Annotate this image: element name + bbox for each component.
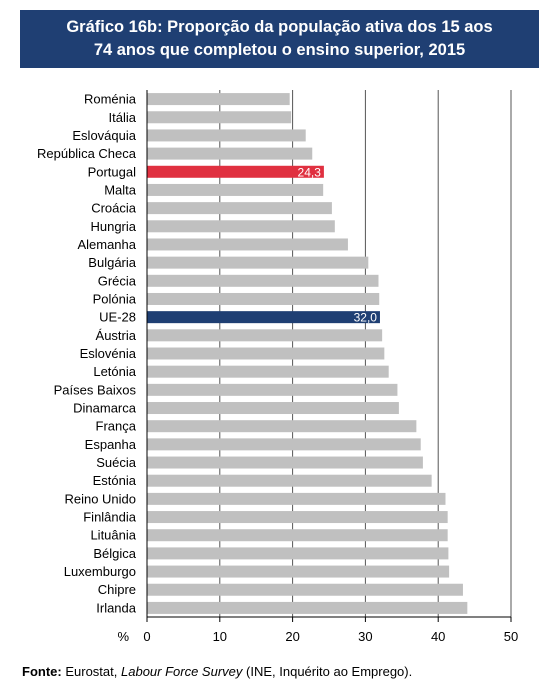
x-tick-label-30: 30 bbox=[358, 629, 372, 644]
category-label-3: República Checa bbox=[37, 146, 137, 161]
bar-28 bbox=[147, 601, 468, 614]
x-tick-label-20: 20 bbox=[285, 629, 299, 644]
category-label-24: Lituânia bbox=[90, 528, 136, 543]
category-label-26: Luxemburgo bbox=[64, 564, 136, 579]
chart-title-line-1: Gráfico 16b: Proporção da população ativ… bbox=[66, 18, 493, 36]
bar-3 bbox=[147, 147, 313, 160]
category-label-1: Itália bbox=[109, 110, 137, 125]
bar-20 bbox=[147, 456, 423, 469]
category-label-18: França bbox=[96, 419, 137, 434]
source-pre: Eurostat, bbox=[65, 664, 118, 679]
category-label-8: Alemanha bbox=[77, 237, 136, 252]
category-label-6: Croácia bbox=[91, 201, 137, 216]
category-label-10: Grécia bbox=[98, 273, 137, 288]
category-label-12: UE-28 bbox=[99, 310, 136, 325]
bar-10 bbox=[147, 274, 379, 287]
category-label-22: Reino Unido bbox=[64, 491, 136, 506]
bar-15 bbox=[147, 365, 389, 378]
category-label-13: Áustria bbox=[96, 328, 137, 343]
bar-9 bbox=[147, 256, 369, 269]
category-label-19: Espanha bbox=[85, 437, 137, 452]
bar-6 bbox=[147, 202, 332, 215]
x-tick-label-50: 50 bbox=[504, 629, 518, 644]
x-tick-label-0: 0 bbox=[143, 629, 150, 644]
category-label-11: Polónia bbox=[93, 291, 137, 306]
category-label-28: Irlanda bbox=[96, 600, 137, 615]
category-label-9: Bulgária bbox=[88, 255, 136, 270]
category-label-17: Dinamarca bbox=[73, 401, 137, 416]
unit-label: % bbox=[117, 629, 129, 644]
category-label-20: Suécia bbox=[96, 455, 137, 470]
bar-8 bbox=[147, 238, 348, 251]
bar-1 bbox=[147, 111, 292, 124]
category-label-15: Letónia bbox=[93, 364, 136, 379]
bar-27 bbox=[147, 583, 463, 596]
source-post: (INE, Inquérito ao Emprego). bbox=[246, 664, 413, 679]
category-label-7: Hungria bbox=[90, 219, 136, 234]
source-note: Fonte: Eurostat, Labour Force Survey (IN… bbox=[22, 664, 412, 679]
bar-18 bbox=[147, 420, 417, 433]
source-italic: Labour Force Survey bbox=[121, 664, 243, 679]
chart-title-box: Gráfico 16b: Proporção da população ativ… bbox=[20, 10, 539, 68]
bar-21 bbox=[147, 474, 432, 487]
category-label-2: Eslováquia bbox=[72, 128, 136, 143]
bar-25 bbox=[147, 547, 449, 560]
bar-19 bbox=[147, 438, 421, 451]
chart-title-line-2: 74 anos que completou o ensino superior,… bbox=[93, 41, 466, 59]
bar-24 bbox=[147, 529, 448, 542]
bar-14 bbox=[147, 347, 385, 360]
category-label-14: Eslovénia bbox=[80, 346, 137, 361]
bar-2 bbox=[147, 129, 306, 142]
category-label-27: Chipre bbox=[98, 582, 136, 597]
category-label-21: Estónia bbox=[93, 473, 137, 488]
source-label: Fonte: bbox=[22, 664, 62, 679]
bar-7 bbox=[147, 220, 335, 233]
bar-11 bbox=[147, 292, 380, 305]
category-label-0: Roménia bbox=[84, 92, 137, 107]
data-label-4: 24,3 bbox=[298, 165, 322, 179]
x-tick-label-10: 10 bbox=[213, 629, 227, 644]
category-label-23: Finlândia bbox=[83, 510, 137, 525]
bar-12 bbox=[147, 311, 380, 324]
x-tick-label-40: 40 bbox=[431, 629, 445, 644]
bar-23 bbox=[147, 511, 448, 524]
bar-chart: Roménia Itália Eslováquia República Checa Po… bbox=[37, 90, 518, 644]
bar-0 bbox=[147, 93, 290, 106]
bar-13 bbox=[147, 329, 383, 342]
bar-26 bbox=[147, 565, 450, 578]
bar-5 bbox=[147, 183, 324, 196]
bar-22 bbox=[147, 492, 446, 505]
category-label-16: Países Baixos bbox=[54, 382, 137, 397]
bar-16 bbox=[147, 383, 398, 396]
bar-17 bbox=[147, 402, 399, 415]
category-label-4: Portugal bbox=[88, 164, 137, 179]
category-label-25: Bélgica bbox=[93, 546, 136, 561]
bar-4 bbox=[147, 165, 324, 178]
data-label-12: 32,0 bbox=[354, 311, 378, 325]
category-label-5: Malta bbox=[104, 182, 137, 197]
